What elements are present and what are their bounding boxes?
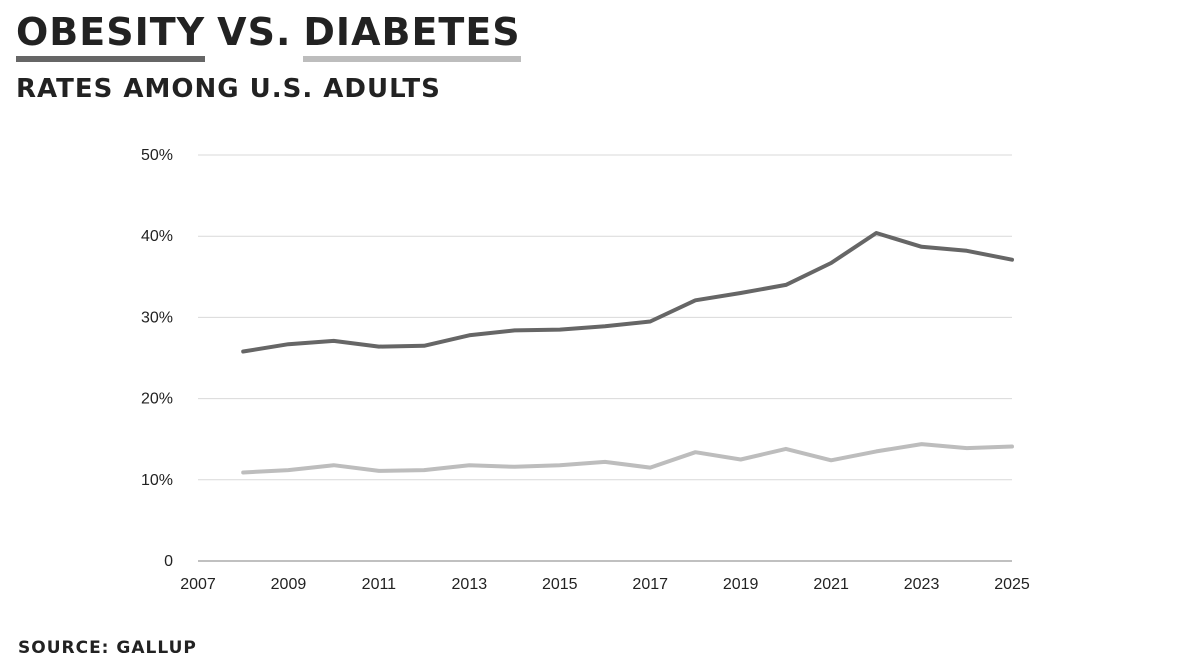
y-tick-label: 20% [141, 391, 173, 408]
source-note: SOURCE: GALLUP [18, 638, 197, 658]
x-tick-label: 2017 [632, 576, 668, 593]
y-tick-label: 40% [141, 228, 173, 245]
series-line-obesity [241, 231, 1014, 354]
series-line-diabetes [241, 442, 1014, 475]
chart-subtitle: RATES AMONG U.S. ADULTS [16, 74, 441, 104]
x-tick-label: 2015 [542, 576, 578, 593]
title-vs: VS. [217, 10, 292, 54]
y-tick-label: 10% [141, 472, 173, 489]
x-tick-label: 2009 [271, 576, 307, 593]
x-tick-label: 2007 [180, 576, 216, 593]
x-tick-label: 2013 [452, 576, 488, 593]
line-chart: 0 10% 20% 30% 40% 50% 2007 2009 2011 2013 2015 2017… [141, 147, 1030, 593]
y-tick-label: 0 [164, 553, 173, 570]
title-obesity: OBESITY [16, 10, 206, 62]
x-tick-label: 2011 [362, 576, 397, 593]
x-tick-label: 2021 [813, 576, 849, 593]
title-diabetes: DIABETES [303, 10, 521, 62]
x-tick-label: 2023 [904, 576, 940, 593]
y-tick-label: 30% [141, 309, 173, 326]
x-tick-label: 2025 [994, 576, 1030, 593]
x-tick-label: 2019 [723, 576, 759, 593]
chart-title: OBESITY VS. DIABETES [16, 10, 521, 62]
y-tick-label: 50% [141, 147, 173, 164]
